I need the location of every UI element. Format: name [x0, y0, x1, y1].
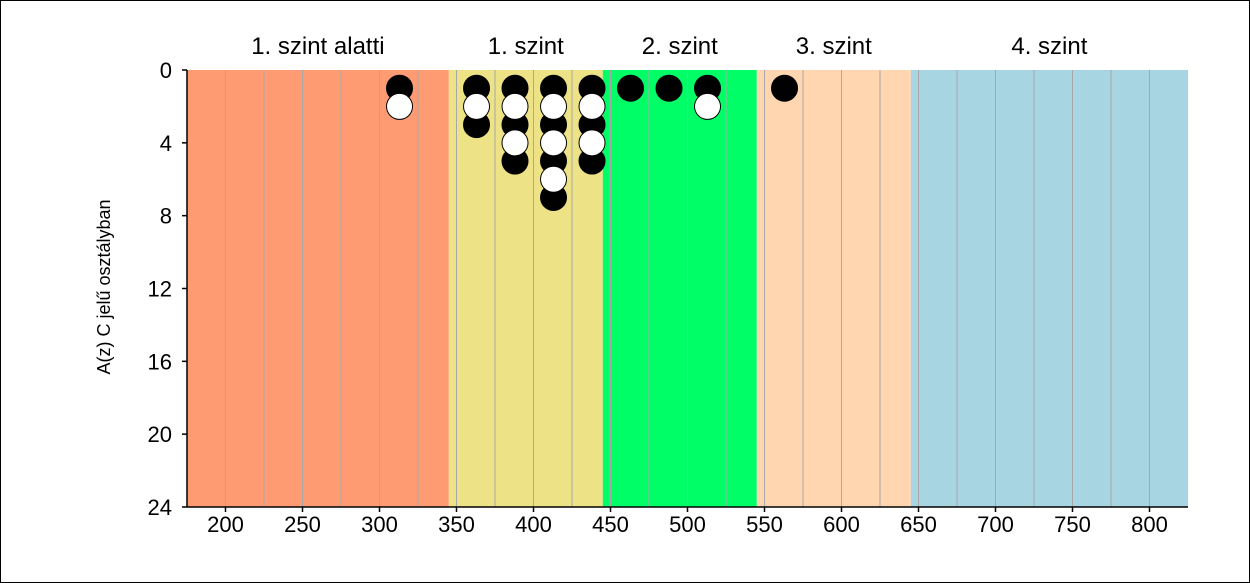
- grid-lines: [225, 70, 1150, 507]
- y-tick-label: 20: [148, 422, 172, 447]
- y-tick-label: 24: [148, 495, 172, 520]
- data-point-filled: [771, 74, 799, 102]
- data-points: [386, 74, 799, 211]
- level-band-label: 1. szint: [488, 33, 564, 60]
- data-point-hollow: [540, 165, 568, 193]
- x-tick-label: 400: [515, 512, 552, 537]
- data-point-hollow: [694, 92, 722, 120]
- x-tick-label: 600: [823, 512, 860, 537]
- x-tick-label: 300: [361, 512, 398, 537]
- y-tick-label: 8: [160, 204, 172, 229]
- x-tick-label: 550: [746, 512, 783, 537]
- x-tick-label: 200: [207, 512, 244, 537]
- y-axis-title: A(z) C jelű osztályban: [94, 199, 114, 374]
- x-tick-label: 650: [900, 512, 937, 537]
- data-point-filled: [617, 74, 645, 102]
- x-tick-label: 500: [669, 512, 706, 537]
- data-point-hollow: [386, 92, 414, 120]
- level-band-label: 4. szint: [1011, 33, 1087, 60]
- x-tick-label: 350: [438, 512, 475, 537]
- level-band: [187, 70, 449, 507]
- level-band: [602, 70, 757, 507]
- y-tick-label: 12: [148, 277, 172, 302]
- data-point-hollow: [463, 92, 491, 120]
- x-tick-label: 700: [977, 512, 1014, 537]
- data-point-hollow: [578, 129, 606, 157]
- level-band: [756, 70, 911, 507]
- level-band-label: 1. szint alatti: [251, 33, 384, 60]
- x-tick-label: 750: [1054, 512, 1091, 537]
- x-tick-label: 250: [284, 512, 321, 537]
- data-point-hollow: [501, 92, 529, 120]
- level-band-label: 3. szint: [796, 33, 872, 60]
- y-tick-label: 0: [160, 58, 172, 83]
- level-band: [910, 70, 1188, 507]
- data-point-hollow: [540, 129, 568, 157]
- y-tick-label: 16: [148, 349, 172, 374]
- data-point-hollow: [540, 92, 568, 120]
- level-band-label: 2. szint: [642, 33, 718, 60]
- data-point-filled: [655, 74, 683, 102]
- band-labels: 1. szint alatti 1. szint 2. szint 3. szint 4…: [251, 33, 1088, 60]
- x-tick-label: 450: [592, 512, 629, 537]
- data-point-hollow: [501, 129, 529, 157]
- y-tick-label: 4: [160, 131, 172, 156]
- x-tick-label: 800: [1131, 512, 1168, 537]
- data-point-hollow: [578, 92, 606, 120]
- axes: 0 4 8 12 16 20 24 200 250 300 350 400 450 500 550 600 65…: [148, 58, 1188, 537]
